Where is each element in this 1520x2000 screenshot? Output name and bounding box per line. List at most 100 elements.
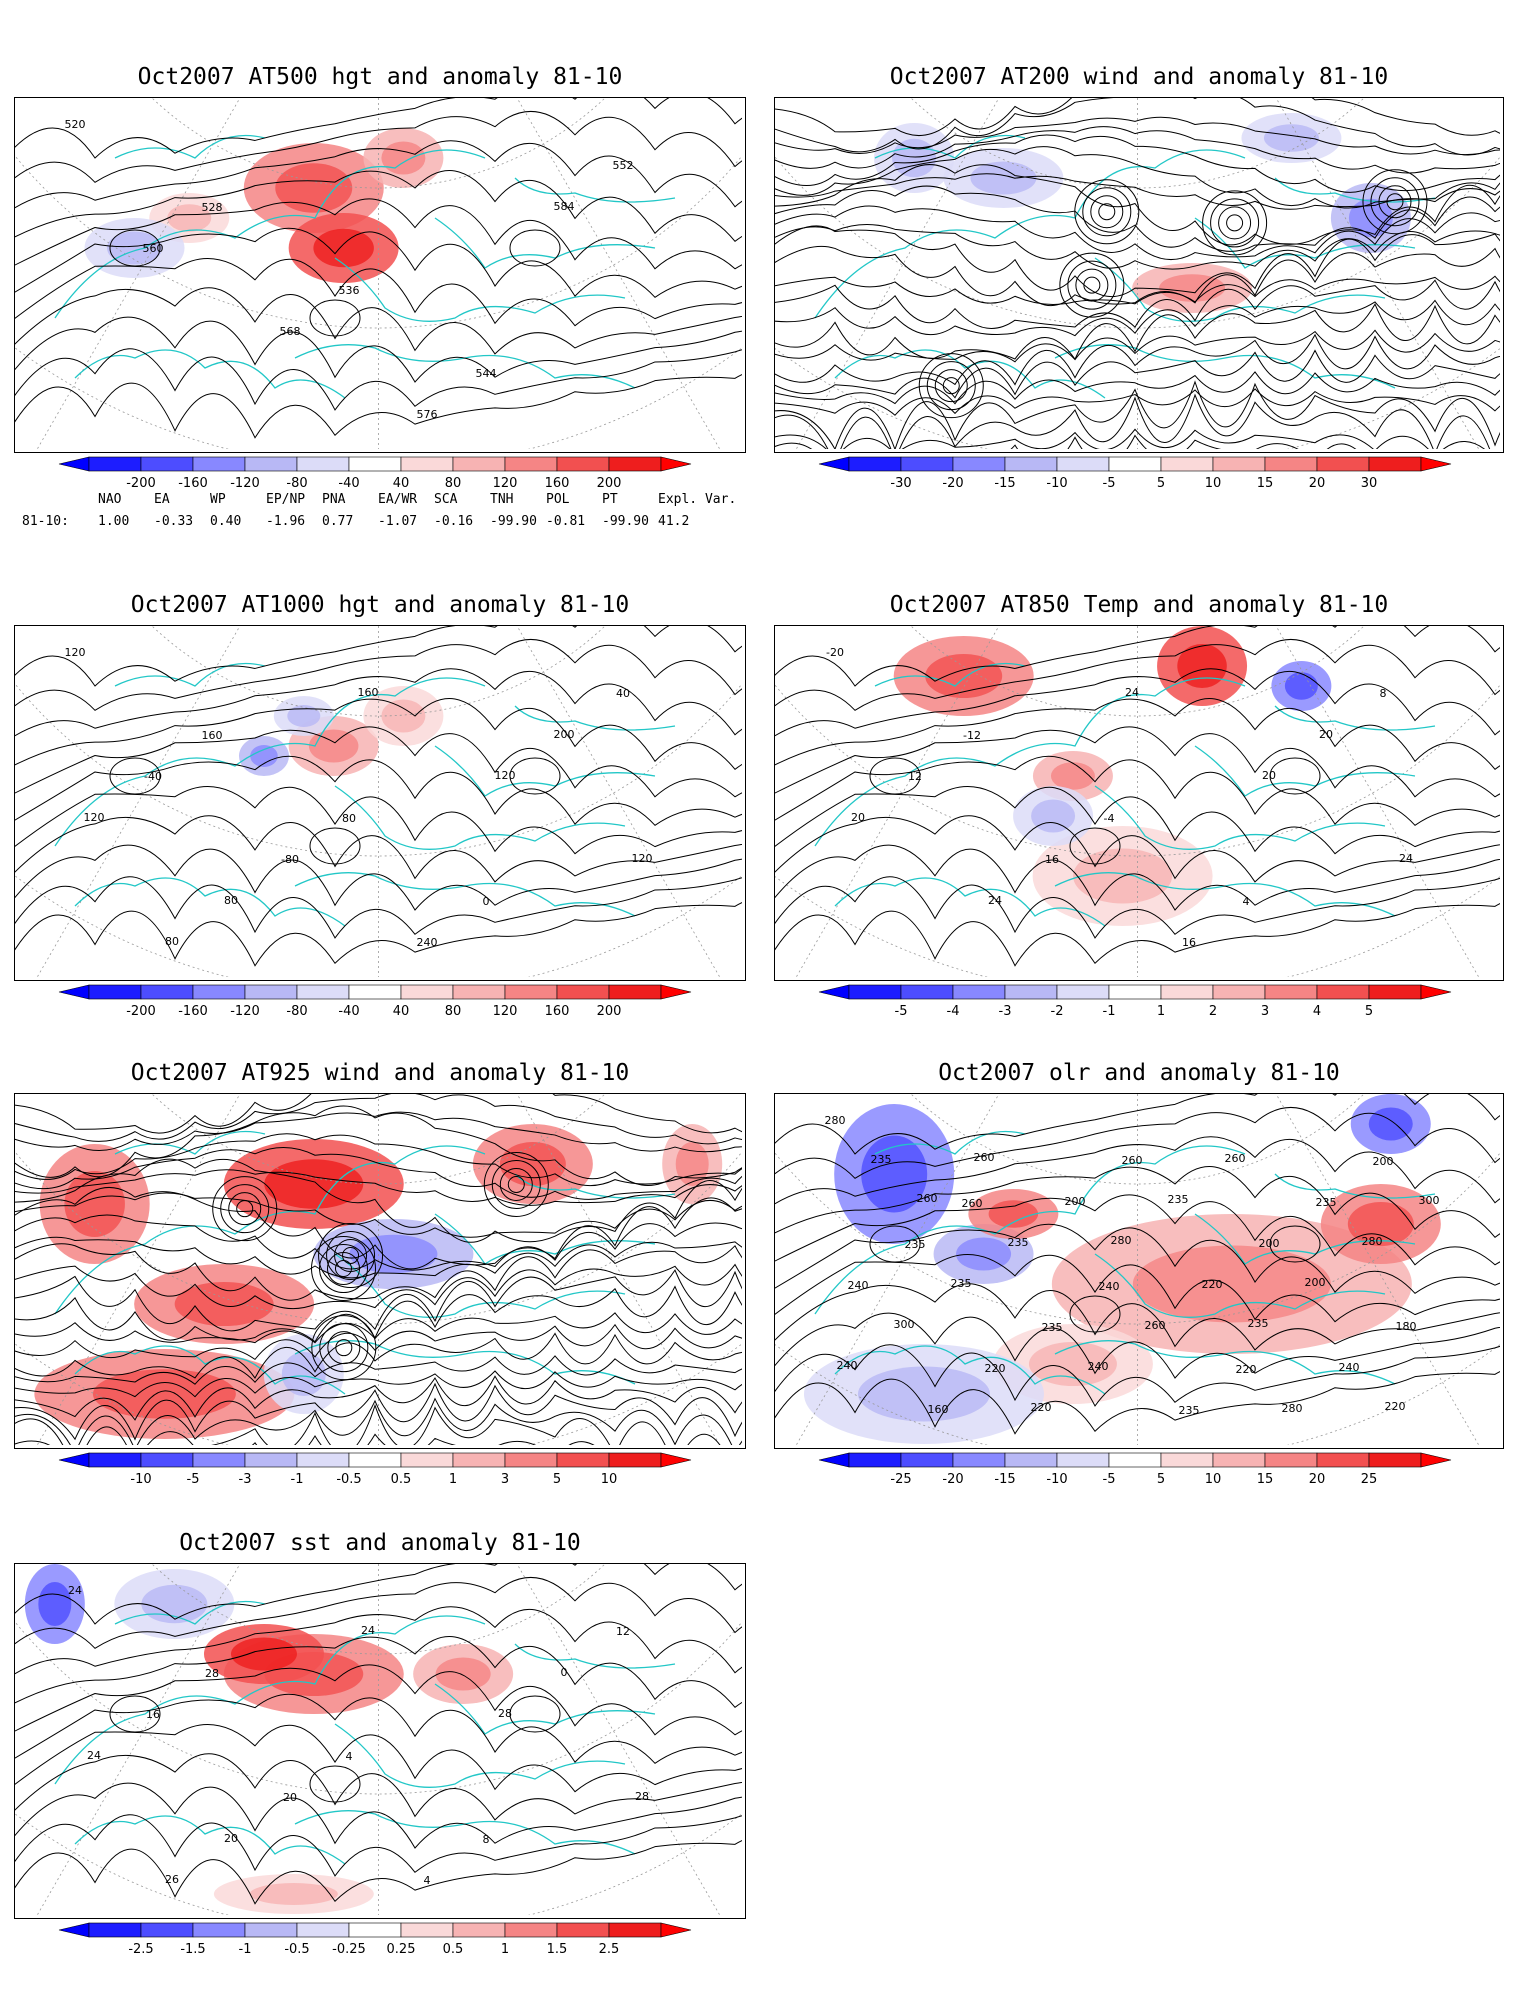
- colorbar-swatch: [556, 984, 610, 1000]
- contour-label: 200: [1065, 1195, 1086, 1208]
- panel-title: Oct2007 AT925 wind and anomaly 81-10: [130, 1060, 630, 1086]
- contour-label: 260: [974, 1151, 995, 1164]
- contour-label: 120: [632, 852, 653, 865]
- colorbar-tick-label: -30: [890, 476, 911, 491]
- index-value: -0.33: [154, 514, 194, 529]
- colorbar-swatch: [1316, 984, 1370, 1000]
- contour-label: 280: [1111, 1234, 1132, 1247]
- contour-label: 120: [84, 811, 105, 824]
- colorbar-min-arrow: [818, 456, 850, 472]
- colorbar-swatch: [452, 1922, 506, 1938]
- colorbar-tick-label: -1.5: [180, 1942, 205, 1957]
- contour-label: 235: [905, 1238, 926, 1251]
- colorbar-swatch: [348, 984, 402, 1000]
- colorbar-tick-label: 10: [601, 1472, 618, 1487]
- colorbar-max-arrow: [1420, 1452, 1452, 1468]
- colorbar-tick-label: 1.5: [547, 1942, 568, 1957]
- colorbar-tick-label: 2.5: [599, 1942, 620, 1957]
- colorbar-swatch: [192, 984, 246, 1000]
- contour-label: 180: [1396, 1320, 1417, 1333]
- contour-label: 240: [848, 1279, 869, 1292]
- colorbar-swatch: [400, 1922, 454, 1938]
- colorbar-swatch: [1212, 456, 1266, 472]
- contour-label: 160: [358, 686, 379, 699]
- colorbar-swatch: [556, 1452, 610, 1468]
- lat-lon-grid: [15, 1564, 742, 1915]
- colorbar-swatch: [952, 984, 1006, 1000]
- lat-lon-grid: [15, 626, 742, 977]
- index-value: -99.90: [490, 514, 537, 529]
- coastlines: [54, 662, 676, 927]
- lat-lon-grid: [15, 98, 742, 449]
- contour-label: 20: [283, 1791, 297, 1804]
- contour-label: 235: [1248, 1317, 1269, 1330]
- contour-label: 280: [1282, 1402, 1303, 1415]
- colorbar-swatch: [452, 984, 506, 1000]
- colorbar-swatch: [400, 456, 454, 472]
- colorbar-tick-label: 120: [493, 1004, 518, 1019]
- colorbar-max-arrow: [660, 456, 692, 472]
- contour-labels: 280 260 240 220 200 235 235 235 235 240 220 260 200 1…: [825, 1114, 1440, 1417]
- index-names-row: NAO EA WP EP/NP PNA EA/WR SCA TNH POL PT Expl. Var…: [22, 492, 742, 510]
- contour-label: 235: [1042, 1321, 1063, 1334]
- colorbar-swatch: [452, 1452, 506, 1468]
- contour-lines: [15, 626, 742, 967]
- colorbar-swatch: [952, 1452, 1006, 1468]
- contour-label: 300: [1419, 1194, 1440, 1207]
- index-name: WP: [210, 492, 226, 507]
- panel-title: Oct2007 AT500 hgt and anomaly 81-10: [137, 64, 623, 90]
- contour-labels: 120 160 80 0 40 -40 -80 240 200 120 80 160 120 120 80: [65, 646, 653, 949]
- colorbar-swatch: [140, 984, 194, 1000]
- colorbar-swatch: [1368, 456, 1422, 472]
- colorbar-tick-label: 20: [1309, 1472, 1326, 1487]
- colorbar-swatch: [192, 456, 246, 472]
- colorbar-swatch: [192, 1922, 246, 1938]
- index-value: 0.40: [210, 514, 242, 529]
- contour-label: -80: [281, 853, 299, 866]
- colorbar-tick-label: -3: [999, 1004, 1012, 1019]
- colorbar-swatch: [1108, 456, 1162, 472]
- colorbar-swatch: [140, 1922, 194, 1938]
- colorbar-swatch: [1108, 984, 1162, 1000]
- colorbar-swatch: [400, 984, 454, 1000]
- lat-lon-grid: [775, 626, 1500, 977]
- colorbar-tick-label: 3: [501, 1472, 509, 1487]
- index-value: 1.00: [98, 514, 130, 529]
- map-at925: [14, 1093, 746, 1449]
- colorbar-at500: -200 -160 -120 -80 -40 40 80 120 160 200: [58, 455, 692, 493]
- contour-label: 235: [871, 1153, 892, 1166]
- colorbar-tick-label: 30: [1361, 476, 1378, 491]
- colorbar-tick-label: 5: [1365, 1004, 1373, 1019]
- colorbar-tick-label: -1: [1103, 1004, 1116, 1019]
- index-value: 41.2: [658, 514, 690, 529]
- colorbar-tick-label: -10: [1046, 476, 1067, 491]
- colorbar-swatch: [296, 1922, 350, 1938]
- map-at200: [774, 97, 1504, 453]
- colorbar-tick-label: 15: [1257, 476, 1274, 491]
- colorbar-min-arrow: [58, 984, 90, 1000]
- colorbar-sst: -2.5 -1.5 -1 -0.5 -0.25 0.25 0.5 1 1.5 2.5: [58, 1921, 692, 1959]
- index-value: 0.77: [322, 514, 354, 529]
- colorbar-swatch: [1004, 984, 1058, 1000]
- colorbar-swatch: [1264, 1452, 1318, 1468]
- colorbar-tick-label: -5: [895, 1004, 908, 1019]
- colorbar-swatch: [1316, 1452, 1370, 1468]
- contour-label: 80: [342, 812, 356, 825]
- contour-label: 120: [65, 646, 86, 659]
- contour-label: 280: [1362, 1235, 1383, 1248]
- contour-label: 544: [476, 367, 497, 380]
- colorbar-tick-label: 0.25: [387, 1942, 416, 1957]
- colorbar-swatch: [608, 1922, 662, 1938]
- panel-title: Oct2007 sst and anomaly 81-10: [179, 1530, 581, 1556]
- contour-label: 160: [928, 1403, 949, 1416]
- contour-label: 260: [1225, 1152, 1246, 1165]
- contour-labels: -20 -12 -4 4 8 12 16 16 20 20 24 24 20 24: [826, 646, 1413, 949]
- anomaly-shading: [84, 128, 444, 283]
- contour-label: 28: [635, 1790, 649, 1803]
- colorbar-tick-label: 20: [1309, 476, 1326, 491]
- colorbar-swatch: [140, 1452, 194, 1468]
- contour-label: 80: [224, 894, 238, 907]
- colorbar-swatch: [244, 1452, 298, 1468]
- colorbar-swatch: [848, 1452, 902, 1468]
- index-name: NAO: [98, 492, 122, 507]
